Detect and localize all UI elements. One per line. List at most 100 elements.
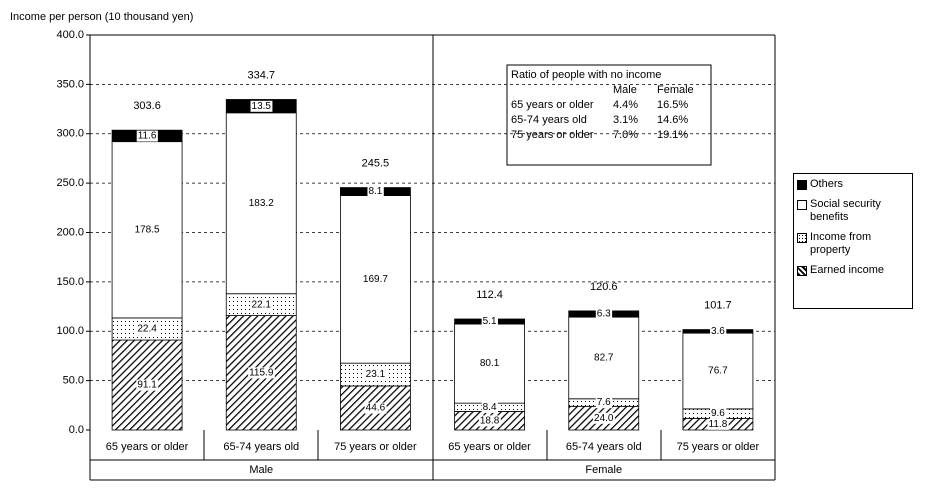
data-label: 8.1 (368, 186, 382, 197)
legend-label: Income from property (810, 231, 872, 256)
inset-column: Male (613, 84, 637, 96)
legend-item: Income from property (797, 231, 909, 257)
inset-title: Ratio of people with no income (511, 69, 661, 81)
data-label: 6.3 (597, 309, 611, 320)
data-label: 22.4 (137, 324, 157, 335)
data-label: 183.2 (249, 198, 274, 209)
label-bg (250, 100, 273, 112)
group-label: Male (249, 464, 273, 476)
inset-cell: 75 years or older (511, 129, 594, 141)
x-tick-label: 75 years or older (677, 441, 760, 453)
total-label: 245.5 (362, 157, 390, 169)
data-label: 3.6 (711, 326, 725, 337)
label-bg (364, 369, 387, 381)
data-label: 82.7 (594, 353, 614, 364)
label-bg (709, 325, 727, 337)
x-tick-label: 65-74 years old (566, 441, 642, 453)
data-label: 11.8 (709, 419, 728, 430)
total-label: 101.7 (704, 299, 732, 311)
legend-item: Earned income (797, 264, 909, 277)
y-axis-title: Income per person (10 thousand yen) (10, 11, 193, 23)
y-tick-label: 50.0 (63, 375, 84, 387)
label-bg (250, 299, 273, 311)
inset-cell: 65-74 years old (511, 114, 587, 126)
data-label: 8.4 (483, 402, 497, 413)
legend-swatch (797, 266, 807, 276)
y-tick-label: 250.0 (56, 177, 84, 189)
data-label: 13.5 (252, 101, 272, 112)
total-label: 334.7 (247, 69, 275, 81)
inset-cell: 3.1% (613, 114, 638, 126)
label-bg (248, 367, 275, 379)
data-label: 44.6 (366, 403, 386, 414)
y-tick-label: 300.0 (56, 128, 84, 140)
total-label: 112.4 (476, 289, 503, 301)
label-bg (593, 352, 615, 364)
legend-label: Social security benefits (810, 198, 881, 223)
inset-cell: 7.0% (613, 129, 638, 141)
label-bg (593, 412, 615, 424)
y-tick-label: 100.0 (56, 325, 84, 337)
inset-table: Ratio of people with no income Male Female… (506, 64, 712, 166)
legend: Others Social security benefits Income fro… (793, 173, 913, 309)
label-bg (478, 358, 501, 370)
data-label: 18.8 (480, 415, 500, 426)
label-bg (133, 224, 162, 236)
label-bg (136, 130, 158, 142)
label-bg (361, 273, 390, 285)
label-bg (707, 365, 730, 377)
inset-cell: 16.5% (657, 99, 688, 111)
y-tick-label: 200.0 (56, 226, 84, 238)
frame (89, 34, 776, 481)
data-label: 80.1 (480, 358, 500, 369)
label-bg (136, 379, 159, 391)
group-label: Female (585, 464, 622, 476)
data-label: 22.1 (252, 299, 272, 310)
total-label: 303.6 (133, 100, 161, 112)
label-bg (481, 316, 498, 328)
label-bg (364, 402, 387, 414)
label-bg (709, 408, 727, 420)
data-label: 11.6 (138, 131, 157, 142)
inset-column: Female (657, 84, 694, 96)
y-tick-label: 400.0 (56, 29, 84, 41)
total-label: 120.6 (590, 281, 618, 293)
label-bg (136, 323, 159, 335)
legend-item: Others (797, 178, 909, 191)
data-label: 5.1 (483, 316, 497, 327)
data-label: 178.5 (135, 224, 160, 235)
legend-swatch (797, 180, 807, 190)
inset-cell: 19.1% (657, 129, 688, 141)
inset-cell: 4.4% (613, 99, 638, 111)
legend-label: Earned income (810, 264, 884, 276)
inset-cell: 65 years or older (511, 99, 594, 111)
data-label: 23.1 (366, 369, 386, 380)
label-bg (367, 186, 384, 198)
x-tick-label: 65 years or older (106, 441, 189, 453)
x-tick-label: 65-74 years old (223, 441, 299, 453)
data-label: 7.6 (597, 397, 611, 408)
label-bg (247, 197, 276, 209)
bar-segment (111, 339, 183, 431)
data-label: 115.9 (249, 367, 274, 378)
data-label: 169.7 (363, 274, 388, 285)
data-label: 76.7 (708, 366, 728, 377)
legend-swatch (797, 200, 807, 210)
legend-item: Social security benefits (797, 198, 909, 224)
y-tick-label: 0.0 (69, 424, 84, 436)
label-bg (481, 401, 498, 413)
y-tick-label: 150.0 (56, 276, 84, 288)
legend-label: Others (810, 178, 844, 190)
label-bg (595, 397, 613, 409)
inset-cell: 14.6% (657, 114, 688, 126)
label-bg (478, 415, 501, 427)
x-tick-label: 75 years or older (334, 441, 417, 453)
data-label: 91.1 (137, 380, 157, 391)
y-tick-label: 350.0 (56, 78, 84, 90)
legend-swatch (797, 233, 807, 243)
data-label: 9.6 (711, 408, 725, 419)
label-bg (707, 418, 729, 430)
label-bg (595, 308, 613, 320)
